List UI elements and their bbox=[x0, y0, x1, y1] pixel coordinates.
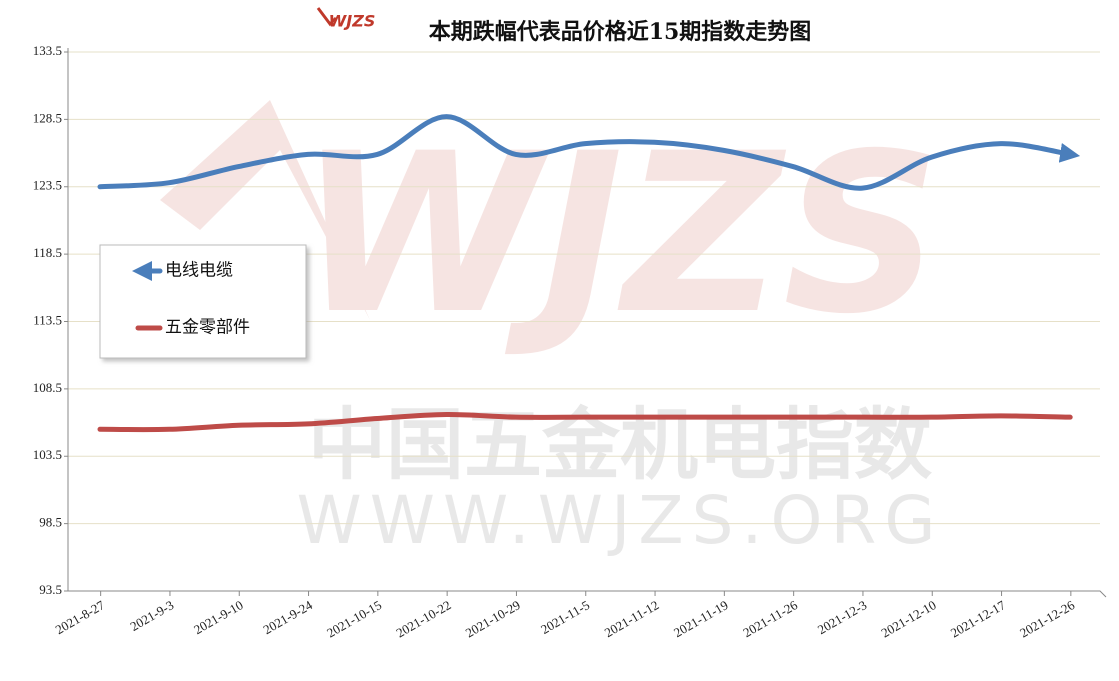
x-tick-label: 2021-8-27 bbox=[53, 597, 108, 637]
legend-label: 五金零部件 bbox=[165, 318, 250, 338]
x-tick-label: 2021-10-29 bbox=[463, 597, 523, 640]
x-tick-label: 2021-9-10 bbox=[191, 597, 245, 637]
logo: WJZS bbox=[316, 7, 376, 31]
x-tick-label: 2021-9-3 bbox=[128, 597, 177, 634]
legend-label: 电线电缆 bbox=[165, 261, 233, 281]
y-tick-label: 133.5 bbox=[33, 43, 62, 58]
y-tick-label: 108.5 bbox=[33, 380, 62, 395]
x-tick-label: 2021-11-26 bbox=[740, 597, 800, 640]
y-tick-label: 103.5 bbox=[33, 447, 62, 462]
watermark-url: WWW.WJZS.ORG bbox=[297, 482, 944, 559]
y-tick-label: 128.5 bbox=[33, 110, 62, 125]
x-axis bbox=[68, 590, 1107, 598]
chart-title: 本期跌幅代表品价格近15期指数走势图 bbox=[429, 19, 812, 45]
x-tick-label: 2021-11-19 bbox=[671, 597, 731, 640]
x-tick-label: 2021-10-22 bbox=[393, 597, 453, 640]
y-tick-label: 98.5 bbox=[39, 515, 62, 530]
x-tick-label: 2021-10-15 bbox=[324, 597, 384, 640]
x-tick-label: 2021-11-12 bbox=[602, 597, 662, 640]
y-tick-label: 113.5 bbox=[33, 312, 62, 327]
series-line bbox=[97, 411, 1073, 433]
x-tick-label: 2021-12-26 bbox=[1017, 597, 1077, 641]
y-tick-label: 118.5 bbox=[33, 245, 62, 260]
x-tick-label: 2021-9-24 bbox=[260, 597, 315, 637]
series-line bbox=[97, 114, 1081, 191]
x-tick-label: 2021-12-3 bbox=[815, 597, 869, 637]
watermark-logo: WJZS bbox=[299, 106, 942, 362]
y-tick-label: 93.5 bbox=[39, 582, 62, 597]
x-tick-label: 2021-12-17 bbox=[948, 597, 1008, 641]
x-tick-label: 2021-12-10 bbox=[879, 597, 939, 640]
watermark-cn: 中国五金机电指数 bbox=[308, 400, 932, 490]
x-tick-label: 2021-11-5 bbox=[538, 597, 592, 637]
logo-text: WJZS bbox=[329, 12, 376, 31]
y-tick-label: 123.5 bbox=[33, 178, 62, 193]
